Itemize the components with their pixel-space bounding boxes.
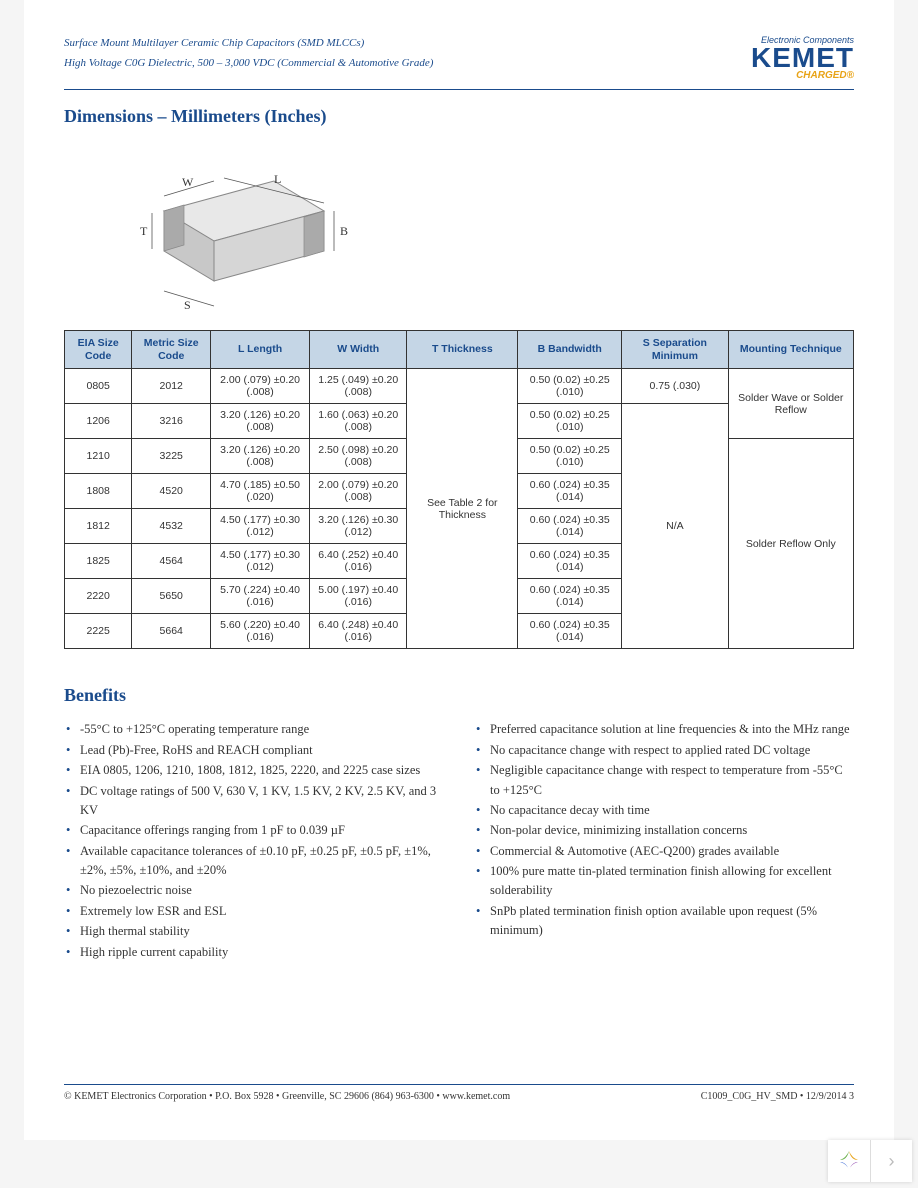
header-line1: Surface Mount Multilayer Ceramic Chip Ca…	[64, 35, 433, 53]
corner-widget[interactable]: ›	[828, 1140, 912, 1182]
cell-l: 5.70 (.224) ±0.40 (.016)	[211, 579, 310, 614]
chip-diagram: W L B T S	[104, 141, 854, 316]
diagram-label-s: S	[184, 298, 191, 311]
th-width: W Width	[310, 331, 407, 369]
diagram-label-t: T	[140, 224, 148, 238]
diagram-label-w: W	[182, 175, 194, 189]
widget-next-icon[interactable]: ›	[870, 1140, 912, 1182]
cell-l: 5.60 (.220) ±0.40 (.016)	[211, 614, 310, 649]
cell-metric: 2012	[132, 369, 211, 404]
dimensions-heading: Dimensions – Millimeters (Inches)	[64, 106, 854, 127]
cell-l: 3.20 (.126) ±0.20 (.008)	[211, 439, 310, 474]
cell-mount: Solder Reflow Only	[728, 439, 853, 649]
benefit-item: 100% pure matte tin-plated termination f…	[474, 862, 854, 901]
brand-logo: Electronic Components KEMET CHARGED®	[751, 35, 854, 81]
header-text: Surface Mount Multilayer Ceramic Chip Ca…	[64, 35, 433, 72]
cell-w: 6.40 (.248) ±0.40 (.016)	[310, 614, 407, 649]
cell-w: 5.00 (.197) ±0.40 (.016)	[310, 579, 407, 614]
cell-l: 4.50 (.177) ±0.30 (.012)	[211, 509, 310, 544]
cell-b: 0.50 (0.02) ±0.25 (.010)	[518, 369, 622, 404]
th-separation: S Separation Minimum	[622, 331, 728, 369]
cell-metric: 3225	[132, 439, 211, 474]
cell-l: 4.70 (.185) ±0.50 (.020)	[211, 474, 310, 509]
th-metric: Metric Size Code	[132, 331, 211, 369]
th-mounting: Mounting Technique	[728, 331, 853, 369]
cell-w: 1.60 (.063) ±0.20 (.008)	[310, 404, 407, 439]
cell-w: 2.50 (.098) ±0.20 (.008)	[310, 439, 407, 474]
cell-w: 6.40 (.252) ±0.40 (.016)	[310, 544, 407, 579]
header-line2: High Voltage C0G Dielectric, 500 – 3,000…	[64, 55, 433, 73]
benefit-item: Lead (Pb)-Free, RoHS and REACH compliant	[64, 741, 444, 760]
cell-b: 0.50 (0.02) ±0.25 (.010)	[518, 439, 622, 474]
cell-w: 2.00 (.079) ±0.20 (.008)	[310, 474, 407, 509]
cell-b: 0.60 (.024) ±0.35 (.014)	[518, 509, 622, 544]
benefits-heading: Benefits	[64, 685, 854, 706]
th-eia: EIA Size Code	[65, 331, 132, 369]
page-header: Surface Mount Multilayer Ceramic Chip Ca…	[64, 35, 854, 90]
th-thickness: T Thickness	[407, 331, 518, 369]
cell-metric: 4532	[132, 509, 211, 544]
logo-text: KEMET	[751, 45, 854, 70]
benefit-item: Negligible capacitance change with respe…	[474, 761, 854, 800]
table-header-row: EIA Size Code Metric Size Code L Length …	[65, 331, 854, 369]
cell-eia: 0805	[65, 369, 132, 404]
page-footer: © KEMET Electronics Corporation • P.O. B…	[64, 1084, 854, 1102]
cell-metric: 4564	[132, 544, 211, 579]
cell-mount: Solder Wave or Solder Reflow	[728, 369, 853, 439]
cell-eia: 1206	[65, 404, 132, 439]
cell-w: 1.25 (.049) ±0.20 (.008)	[310, 369, 407, 404]
cell-l: 3.20 (.126) ±0.20 (.008)	[211, 404, 310, 439]
cell-l: 2.00 (.079) ±0.20 (.008)	[211, 369, 310, 404]
benefits-left-column: -55°C to +125°C operating temperature ra…	[64, 720, 444, 963]
cell-metric: 3216	[132, 404, 211, 439]
dimensions-table: EIA Size Code Metric Size Code L Length …	[64, 330, 854, 649]
cell-b: 0.60 (.024) ±0.35 (.014)	[518, 579, 622, 614]
cell-eia: 1210	[65, 439, 132, 474]
benefit-item: Non-polar device, minimizing installatio…	[474, 821, 854, 840]
benefit-item: No capacitance change with respect to ap…	[474, 741, 854, 760]
cell-eia: 1812	[65, 509, 132, 544]
table-row: 0805 2012 2.00 (.079) ±0.20 (.008) 1.25 …	[65, 369, 854, 404]
cell-b: 0.60 (.024) ±0.35 (.014)	[518, 474, 622, 509]
benefit-item: High ripple current capability	[64, 943, 444, 962]
benefit-item: SnPb plated termination finish option av…	[474, 902, 854, 941]
cell-b: 0.60 (.024) ±0.35 (.014)	[518, 544, 622, 579]
cell-eia: 1825	[65, 544, 132, 579]
cell-eia: 1808	[65, 474, 132, 509]
cell-eia: 2220	[65, 579, 132, 614]
benefit-item: Capacitance offerings ranging from 1 pF …	[64, 821, 444, 840]
th-length: L Length	[211, 331, 310, 369]
benefit-item: EIA 0805, 1206, 1210, 1808, 1812, 1825, …	[64, 761, 444, 780]
benefit-item: No capacitance decay with time	[474, 801, 854, 820]
benefit-item: Extremely low ESR and ESL	[64, 902, 444, 921]
cell-sep: N/A	[622, 404, 728, 649]
footer-right: C1009_C0G_HV_SMD • 12/9/2014 3	[701, 1091, 854, 1102]
benefit-item: DC voltage ratings of 500 V, 630 V, 1 KV…	[64, 782, 444, 821]
benefit-item: Available capacitance tolerances of ±0.1…	[64, 842, 444, 881]
diagram-label-l: L	[274, 172, 281, 186]
cell-sep: 0.75 (.030)	[622, 369, 728, 404]
cell-metric: 4520	[132, 474, 211, 509]
benefit-item: Preferred capacitance solution at line f…	[474, 720, 854, 739]
footer-left: © KEMET Electronics Corporation • P.O. B…	[64, 1091, 510, 1102]
cell-metric: 5664	[132, 614, 211, 649]
cell-b: 0.60 (.024) ±0.35 (.014)	[518, 614, 622, 649]
benefit-item: No piezoelectric noise	[64, 881, 444, 900]
widget-logo-icon[interactable]	[828, 1140, 870, 1182]
th-bandwidth: B Bandwidth	[518, 331, 622, 369]
benefit-item: High thermal stability	[64, 922, 444, 941]
cell-eia: 2225	[65, 614, 132, 649]
cell-metric: 5650	[132, 579, 211, 614]
benefit-item: Commercial & Automotive (AEC-Q200) grade…	[474, 842, 854, 861]
cell-b: 0.50 (0.02) ±0.25 (.010)	[518, 404, 622, 439]
benefits-right-column: Preferred capacitance solution at line f…	[474, 720, 854, 963]
benefit-item: -55°C to +125°C operating temperature ra…	[64, 720, 444, 739]
cell-thickness: See Table 2 for Thickness	[407, 369, 518, 649]
cell-l: 4.50 (.177) ±0.30 (.012)	[211, 544, 310, 579]
cell-w: 3.20 (.126) ±0.30 (.012)	[310, 509, 407, 544]
diagram-label-b: B	[340, 224, 348, 238]
